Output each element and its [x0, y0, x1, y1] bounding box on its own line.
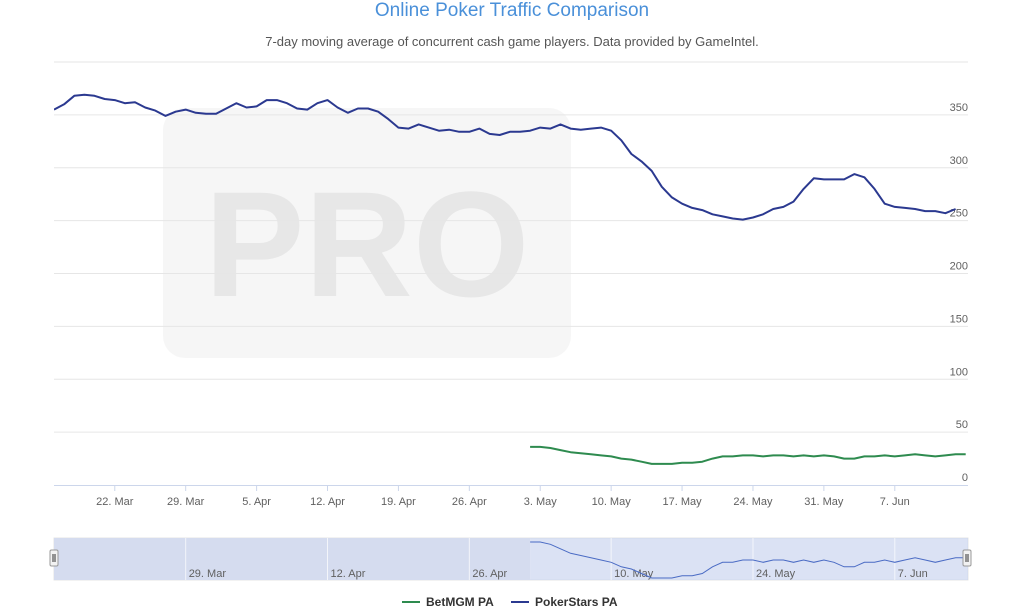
- x-tick-label: 31. May: [804, 496, 844, 508]
- y-tick-label: 100: [950, 366, 968, 378]
- plot-area: [54, 93, 966, 465]
- x-tick-label: 19. Apr: [381, 496, 416, 508]
- x-tick-label: 22. Mar: [96, 496, 134, 508]
- chart-subtitle: 7-day moving average of concurrent cash …: [265, 34, 759, 49]
- navigator-right-handle[interactable]: [962, 549, 972, 567]
- series-line-betmgm-pa: [530, 445, 966, 465]
- legend-label: BetMGM PA: [426, 595, 494, 609]
- x-tick-label: 10. May: [592, 496, 632, 508]
- y-tick-label: 150: [950, 313, 968, 325]
- x-tick-label: 17. May: [662, 496, 702, 508]
- y-tick-label: 0: [962, 472, 968, 484]
- watermark-text: PRO: [204, 160, 529, 328]
- x-tick-label: 26. Apr: [452, 496, 487, 508]
- legend: BetMGM PA PokerStars PA: [402, 595, 618, 609]
- navigator-tick-label: 7. Jun: [898, 568, 928, 580]
- chart-title: Online Poker Traffic Comparison: [374, 0, 650, 21]
- navigator-tick-label: 24. May: [756, 568, 796, 580]
- x-tick-label: 12. Apr: [310, 496, 345, 508]
- gridlines: [54, 61, 968, 433]
- x-tick-label: 7. Jun: [880, 496, 910, 508]
- navigator-mask: [54, 538, 531, 580]
- legend-item-pokerstars-pa[interactable]: PokerStars PA: [511, 595, 618, 609]
- x-tick-label: 29. Mar: [167, 496, 205, 508]
- legend-item-betmgm-pa[interactable]: BetMGM PA: [402, 595, 494, 609]
- y-tick-label: 300: [950, 155, 968, 167]
- navigator-tick-label: 29. Mar: [189, 568, 227, 580]
- y-tick-label: 200: [950, 261, 968, 273]
- y-tick-label: 350: [950, 102, 968, 114]
- y-tick-label: 50: [956, 419, 968, 431]
- watermark: PRO: [204, 160, 529, 328]
- x-tick-label: 5. Apr: [242, 496, 271, 508]
- navigator-tick-label: 26. Apr: [472, 568, 507, 580]
- x-tick-label: 3. May: [524, 496, 558, 508]
- navigator-series-line: [530, 541, 966, 579]
- legend-label: PokerStars PA: [535, 595, 618, 609]
- navigator-tick-label: 10. May: [614, 568, 654, 580]
- navigator-tick-label: 12. Apr: [331, 568, 366, 580]
- navigator[interactable]: 29. Mar 12. Apr 26. Apr 10. May 24. May 7. Ju…: [49, 537, 972, 581]
- navigator-left-handle[interactable]: [49, 549, 59, 567]
- x-axis: 22. Mar 29. Mar 5. Apr 12. Apr 19. Apr 26. Ap…: [54, 485, 968, 508]
- x-tick-label: 24. May: [733, 496, 773, 508]
- series-line-pokerstars-pa: [54, 93, 956, 221]
